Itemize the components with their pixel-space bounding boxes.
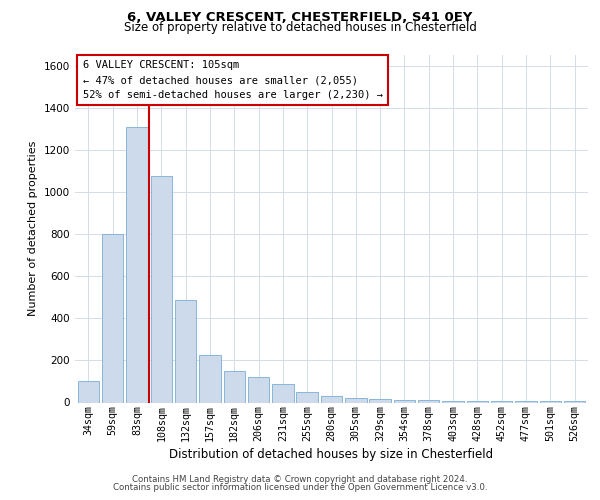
Bar: [564, 401, 586, 402]
Bar: [175, 300, 196, 402]
Bar: [467, 401, 488, 402]
Bar: [127, 126, 148, 402]
Text: 6, VALLEY CRESCENT, CHESTERFIELD, S41 0EY: 6, VALLEY CRESCENT, CHESTERFIELD, S41 0E…: [127, 11, 473, 24]
Y-axis label: Number of detached properties: Number of detached properties: [28, 141, 38, 316]
Bar: [199, 355, 221, 403]
Text: Contains HM Land Registry data © Crown copyright and database right 2024.: Contains HM Land Registry data © Crown c…: [132, 475, 468, 484]
Text: 6 VALLEY CRESCENT: 105sqm
← 47% of detached houses are smaller (2,055)
52% of se: 6 VALLEY CRESCENT: 105sqm ← 47% of detac…: [83, 60, 383, 100]
Bar: [248, 377, 269, 402]
Bar: [151, 176, 172, 402]
Bar: [442, 401, 464, 402]
X-axis label: Distribution of detached houses by size in Chesterfield: Distribution of detached houses by size …: [169, 448, 494, 461]
Bar: [272, 384, 293, 402]
Bar: [491, 401, 512, 402]
Text: Size of property relative to detached houses in Chesterfield: Size of property relative to detached ho…: [124, 22, 476, 35]
Bar: [539, 401, 561, 402]
Bar: [224, 371, 245, 402]
Text: Contains public sector information licensed under the Open Government Licence v3: Contains public sector information licen…: [113, 484, 487, 492]
Bar: [394, 400, 415, 402]
Bar: [321, 396, 342, 402]
Bar: [345, 398, 367, 402]
Bar: [370, 400, 391, 402]
Bar: [515, 401, 536, 402]
Bar: [77, 382, 99, 402]
Bar: [102, 234, 124, 402]
Bar: [296, 392, 318, 402]
Bar: [418, 400, 439, 402]
